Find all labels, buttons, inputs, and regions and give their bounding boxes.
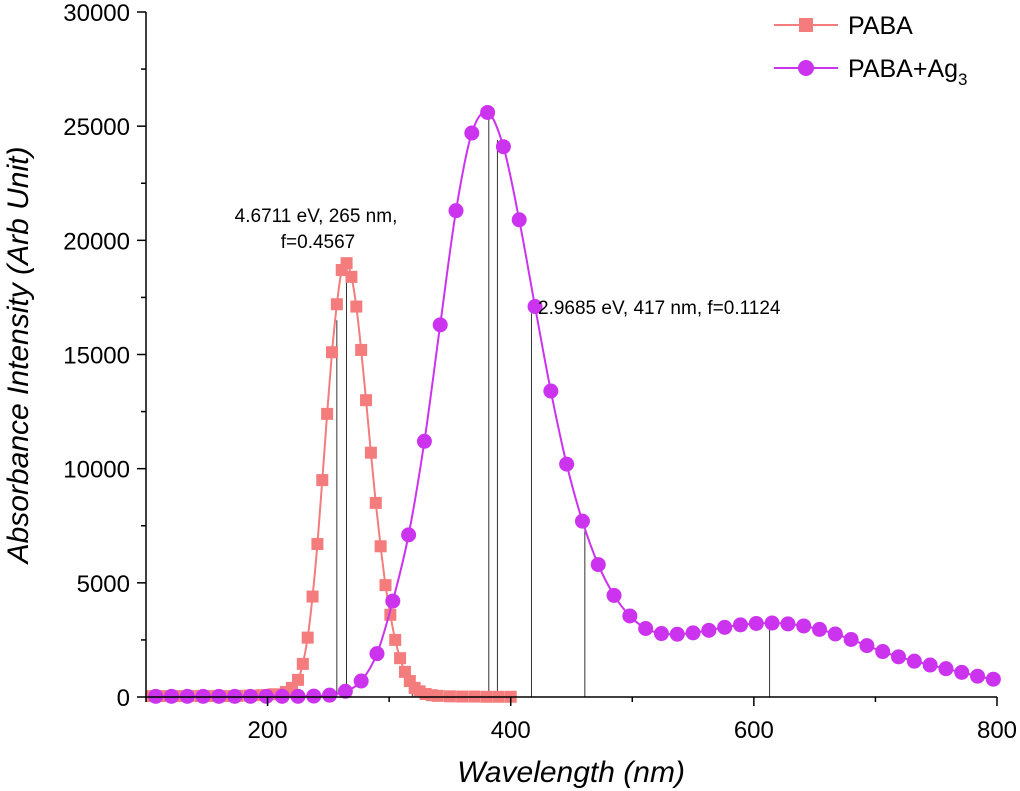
x-tick-label-600: 600 — [734, 717, 774, 744]
y-tick-label-15000: 15000 — [63, 343, 130, 370]
point-paba-41 — [432, 690, 444, 702]
point-paba-ag3-51 — [954, 665, 969, 680]
y-ticks: 0 5000 10000 15000 20000 25000 30000 — [63, 0, 146, 712]
point-paba-20 — [326, 346, 338, 358]
point-paba-ag3-32 — [654, 626, 669, 641]
point-paba-33 — [389, 634, 401, 646]
point-paba-17 — [311, 538, 323, 550]
point-paba-ag3-43 — [828, 626, 843, 641]
point-paba-ag3-19 — [449, 203, 464, 218]
point-paba-16 — [307, 591, 319, 603]
point-paba-ag3-20 — [464, 126, 479, 141]
y-tick-label-0: 0 — [117, 685, 130, 712]
point-paba-ag3-30 — [622, 608, 637, 623]
point-paba-ag3-21 — [480, 105, 495, 120]
point-paba-ag3-15 — [385, 594, 400, 609]
y-tick-label-20000: 20000 — [63, 228, 130, 255]
point-paba-29 — [370, 497, 382, 509]
point-paba-ag3-27 — [575, 514, 590, 529]
point-paba-ag3-53 — [986, 672, 1001, 687]
series-line-paba-ag3 — [156, 112, 994, 696]
point-paba-ag3-37 — [733, 617, 748, 632]
point-paba-23 — [341, 257, 353, 269]
legend: PABA PABA+Ag3 — [774, 12, 968, 89]
point-paba-18 — [316, 474, 328, 486]
point-paba-ag3-41 — [796, 618, 811, 633]
annotation-paba-line2: f=0.4567 — [281, 232, 356, 253]
x-axis-title: Wavelength (nm) — [457, 756, 685, 789]
x-tick-label-200: 200 — [248, 717, 288, 744]
x-tick-label-800: 800 — [977, 717, 1017, 744]
y-tick-label-25000: 25000 — [63, 114, 130, 141]
point-paba-ag3-29 — [607, 588, 622, 603]
point-paba-19 — [321, 408, 333, 420]
point-paba-ag3-46 — [875, 644, 890, 659]
point-paba-13 — [292, 674, 304, 686]
legend-paba-marker — [799, 18, 813, 32]
point-paba-25 — [350, 301, 362, 313]
point-paba-21 — [331, 298, 343, 310]
point-paba-ag3-28 — [591, 557, 606, 572]
legend-paba-ag3-subscript: 3 — [958, 70, 967, 89]
annotation-paba-ag3: 2.9685 eV, 417 nm, f=0.1124 — [538, 298, 781, 319]
point-paba-ag3-35 — [701, 623, 716, 638]
legend-paba-label: PABA — [848, 12, 913, 40]
point-paba-ag3-38 — [749, 616, 764, 631]
point-paba-ag3-49 — [923, 658, 938, 673]
point-paba-ag3-23 — [512, 212, 527, 227]
point-paba-ag3-52 — [970, 669, 985, 684]
point-paba-26 — [355, 344, 367, 356]
point-paba-ag3-31 — [638, 621, 653, 636]
point-paba-ag3-18 — [433, 317, 448, 332]
point-paba-15 — [302, 632, 314, 644]
point-paba-ag3-36 — [717, 620, 732, 635]
y-tick-label-5000: 5000 — [77, 571, 130, 598]
point-paba-ag3-33 — [670, 627, 685, 642]
point-paba-30 — [375, 540, 387, 552]
y-tick-label-30000: 30000 — [63, 0, 130, 27]
point-paba-ag3-50 — [938, 661, 953, 676]
x-tick-label-400: 400 — [491, 717, 531, 744]
point-paba-ag3-22 — [496, 139, 511, 154]
point-paba-24 — [345, 271, 357, 283]
legend-paba-ag3-marker — [798, 60, 814, 76]
point-paba-28 — [365, 447, 377, 459]
point-paba-ag3-44 — [844, 632, 859, 647]
legend-paba-ag3-label: PABA+Ag3 — [848, 55, 968, 89]
axes — [146, 12, 997, 697]
y-tick-label-10000: 10000 — [63, 457, 130, 484]
point-paba-ag3-48 — [907, 654, 922, 669]
point-paba-ag3-40 — [780, 616, 795, 631]
point-paba-ag3-16 — [401, 527, 416, 542]
point-paba-ag3-45 — [859, 638, 874, 653]
point-paba-ag3-25 — [543, 384, 558, 399]
point-paba-ag3-42 — [812, 622, 827, 637]
point-paba-14 — [297, 658, 309, 670]
point-paba-ag3-11 — [322, 688, 337, 703]
point-paba-ag3-34 — [686, 625, 701, 640]
series-layer — [146, 105, 1001, 704]
point-paba-ag3-26 — [559, 457, 574, 472]
point-paba-27 — [360, 394, 372, 406]
legend-paba-ag3-text: PABA+Ag — [848, 55, 958, 83]
absorbance-chart: 200 400 600 800 050001000015000200002500030… — [0, 0, 1020, 791]
point-paba-ag3-17 — [417, 434, 432, 449]
y-axis-title: Absorbance Intensity (Arb Unit) — [2, 147, 35, 566]
series-line-paba — [152, 263, 511, 697]
point-paba-ag3-47 — [891, 649, 906, 664]
point-paba-ag3-14 — [369, 646, 384, 661]
annotation-paba-line1: 4.6711 eV, 265 nm, — [235, 206, 398, 227]
x-ticks: 200 400 600 800 — [146, 697, 1017, 744]
point-paba-ag3-13 — [354, 674, 369, 689]
point-paba-31 — [379, 579, 391, 591]
point-paba-ag3-10 — [306, 689, 321, 704]
point-paba-34 — [394, 652, 406, 664]
point-paba-ag3-39 — [765, 616, 780, 631]
